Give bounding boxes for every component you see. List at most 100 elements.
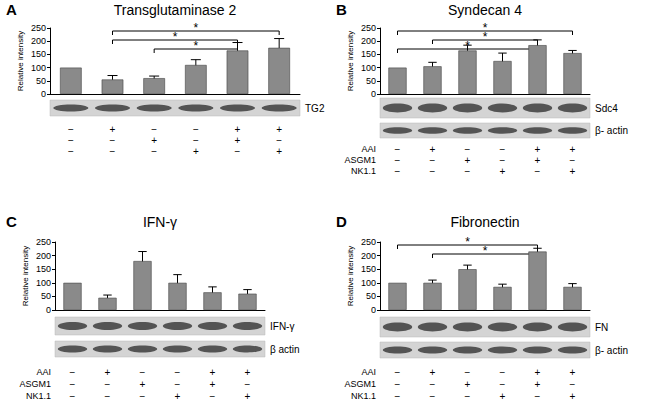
svg-text:NK1.1: NK1.1 [26,391,51,401]
svg-text:250: 250 [31,23,46,33]
svg-text:−: − [395,391,401,402]
svg-text:*: * [465,235,470,249]
svg-text:+: + [193,146,199,157]
svg-text:0: 0 [371,305,376,315]
svg-text:ASGM1: ASGM1 [344,155,376,165]
svg-text:0: 0 [46,305,51,315]
svg-text:−: − [500,367,506,378]
svg-text:Relative intensity: Relative intensity [346,31,355,91]
svg-text:+: + [430,144,436,155]
svg-text:NK1.1: NK1.1 [351,166,376,176]
svg-text:150: 150 [361,264,376,274]
svg-text:D: D [336,213,347,230]
svg-text:−: − [193,124,199,135]
svg-text:Relative intensity: Relative intensity [16,31,25,91]
svg-text:AAI: AAI [36,367,51,377]
svg-text:B: B [336,1,347,18]
svg-text:+: + [105,367,111,378]
svg-text:β- actin: β- actin [595,125,628,136]
svg-text:+: + [276,146,282,157]
svg-text:−: − [430,166,436,177]
svg-text:−: − [70,367,76,378]
svg-text:−: − [465,144,471,155]
svg-text:−: − [465,391,471,402]
svg-text:AAI: AAI [361,144,376,154]
svg-text:*: * [173,30,178,44]
svg-text:Syndecan 4: Syndecan 4 [448,2,522,18]
svg-text:+: + [535,144,541,155]
svg-text:*: * [193,21,198,35]
svg-text:−: − [70,379,76,390]
svg-text:250: 250 [36,237,51,247]
svg-text:−: − [110,135,116,146]
svg-text:+: + [570,144,576,155]
svg-text:*: * [483,30,488,44]
svg-text:+: + [151,135,157,146]
svg-text:−: − [140,367,146,378]
svg-text:200: 200 [36,251,51,261]
svg-text:NK1.1: NK1.1 [351,391,376,401]
svg-text:−: − [151,124,157,135]
svg-text:AAI: AAI [361,367,376,377]
svg-text:150: 150 [36,264,51,274]
svg-text:−: − [110,146,116,157]
svg-text:+: + [500,166,506,177]
svg-text:−: − [535,166,541,177]
svg-text:50: 50 [36,76,46,86]
svg-text:+: + [570,166,576,177]
svg-text:+: + [245,391,251,402]
svg-text:−: − [430,155,436,166]
svg-text:+: + [570,391,576,402]
svg-text:FN: FN [595,322,608,333]
svg-text:−: − [395,379,401,390]
svg-text:−: − [276,135,282,146]
svg-text:200: 200 [31,36,46,46]
svg-text:−: − [395,155,401,166]
svg-text:−: − [245,379,251,390]
svg-text:200: 200 [361,251,376,261]
svg-text:−: − [105,379,111,390]
svg-text:50: 50 [366,291,376,301]
svg-text:50: 50 [366,76,376,86]
svg-text:IFN-γ: IFN-γ [143,214,177,230]
svg-text:+: + [465,155,471,166]
svg-text:+: + [245,367,251,378]
svg-text:50: 50 [41,291,51,301]
svg-text:−: − [500,144,506,155]
svg-text:100: 100 [361,63,376,73]
svg-text:−: − [430,391,436,402]
svg-text:100: 100 [36,278,51,288]
svg-text:+: + [570,367,576,378]
svg-text:*: * [193,39,198,53]
svg-text:−: − [570,379,576,390]
svg-text:−: − [70,391,76,402]
svg-text:−: − [68,135,74,146]
svg-text:ASGM1: ASGM1 [19,379,51,389]
svg-text:Transglutaminase 2: Transglutaminase 2 [114,2,237,18]
svg-text:0: 0 [41,89,46,99]
svg-text:250: 250 [361,23,376,33]
svg-text:−: − [175,367,181,378]
svg-text:Relative intensity: Relative intensity [346,246,355,306]
svg-text:TG2: TG2 [305,103,325,114]
svg-text:−: − [535,391,541,402]
svg-text:−: − [235,146,241,157]
svg-text:−: − [465,166,471,177]
svg-text:150: 150 [31,49,46,59]
svg-text:+: + [535,367,541,378]
svg-text:250: 250 [361,237,376,247]
svg-text:−: − [395,367,401,378]
svg-text:100: 100 [31,63,46,73]
svg-text:+: + [535,379,541,390]
svg-text:+: + [235,124,241,135]
svg-text:A: A [6,1,17,18]
svg-text:−: − [210,391,216,402]
svg-text:−: − [140,391,146,402]
svg-text:−: − [395,144,401,155]
svg-text:Fibronectin: Fibronectin [450,214,519,230]
svg-text:+: + [235,135,241,146]
svg-text:−: − [68,146,74,157]
svg-text:−: − [500,155,506,166]
svg-text:Relative intensity: Relative intensity [21,246,30,306]
svg-text:β actin: β actin [270,344,300,355]
